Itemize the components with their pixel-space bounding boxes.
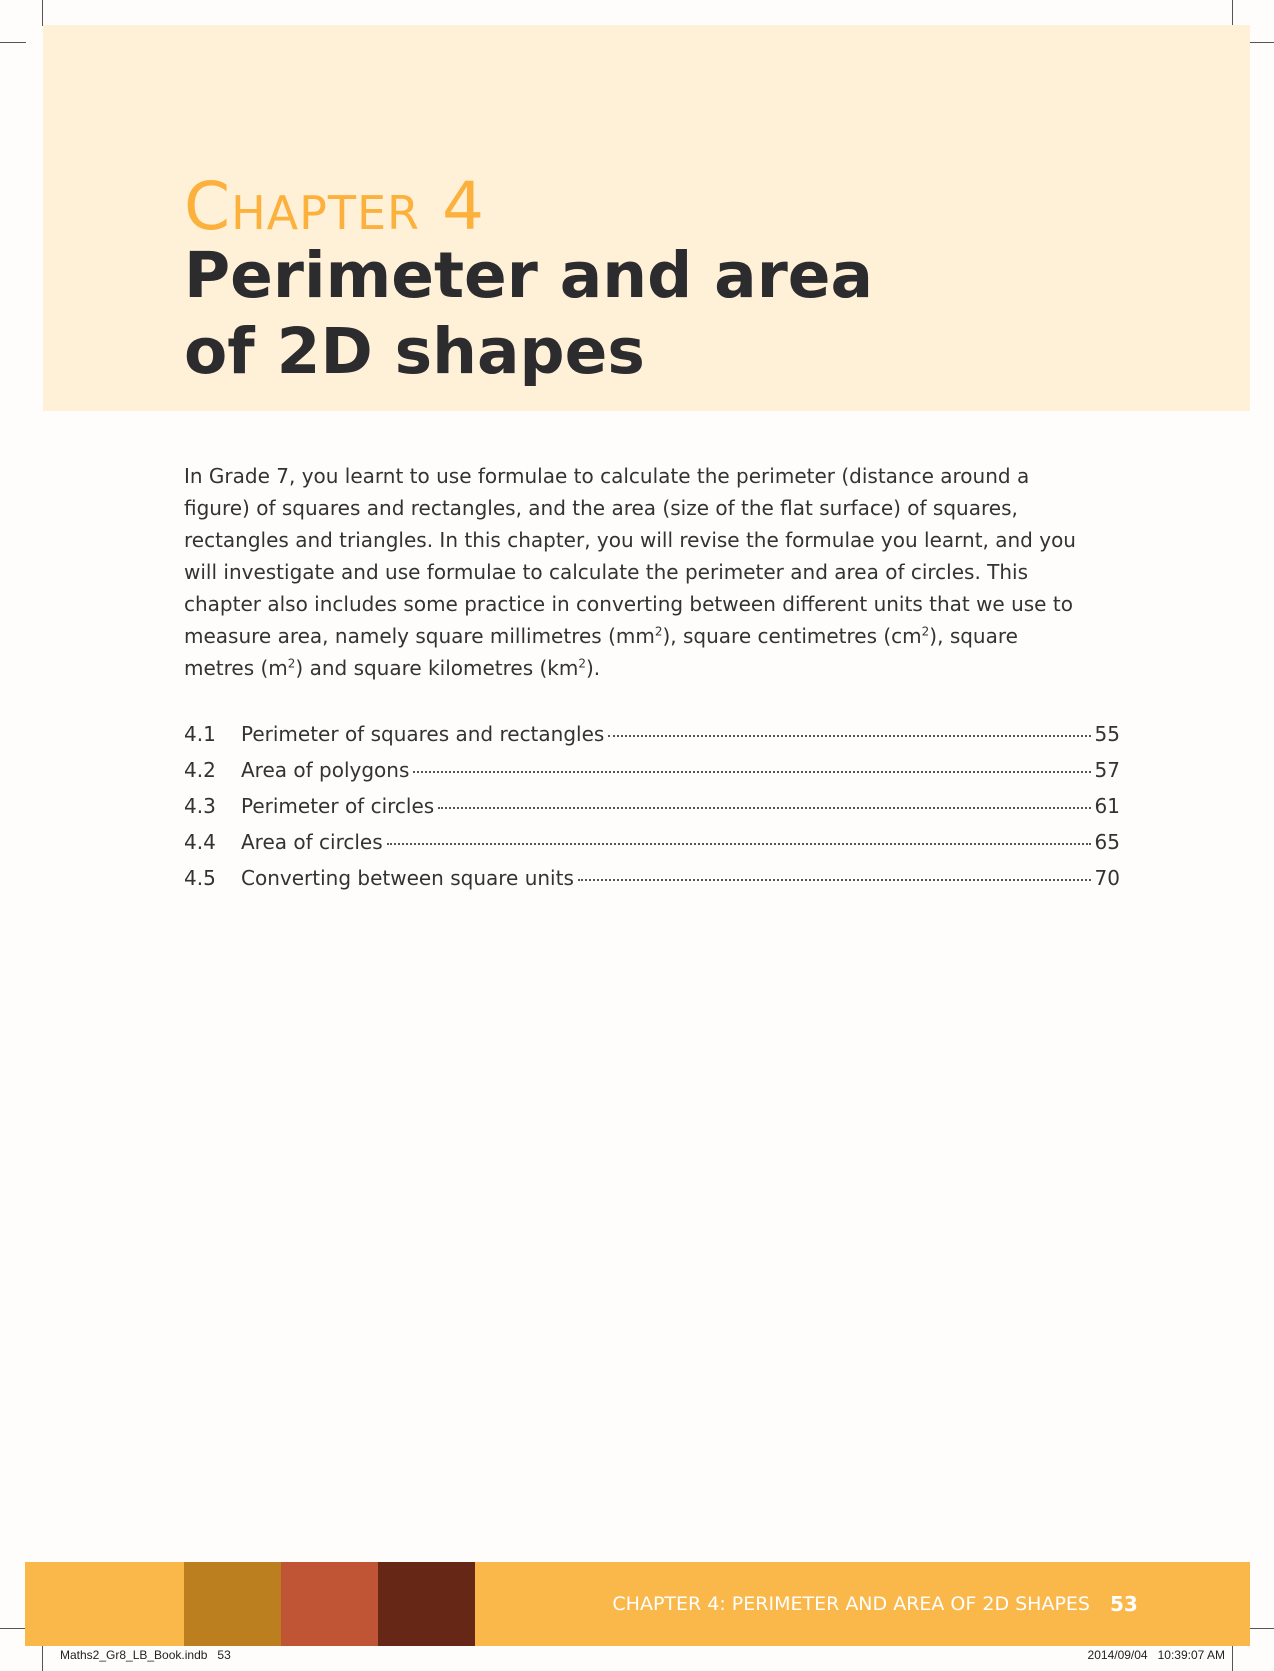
toc-section-number: 4.3 bbox=[184, 794, 216, 818]
table-of-contents: 4.1 Perimeter of squares and rectangles … bbox=[184, 722, 1120, 902]
page-number: 53 bbox=[1110, 1592, 1138, 1616]
intro-text: ), square metres (m bbox=[184, 624, 1025, 680]
toc-section-title: Area of polygons bbox=[241, 758, 410, 782]
chapter-title-line: Perimeter and area bbox=[184, 239, 874, 312]
intro-text: In Grade 7, you learnt to use formulae t… bbox=[184, 464, 1083, 648]
toc-leader-dots bbox=[386, 843, 1091, 845]
footer-band: CHAPTER 4: PERIMETER AND AREA OF 2D SHAP… bbox=[25, 1562, 1250, 1646]
crop-mark bbox=[42, 0, 43, 26]
toc-page-number: 65 bbox=[1094, 830, 1120, 854]
chapter-label: Chapter 4 bbox=[184, 168, 485, 245]
toc-leader-dots bbox=[577, 879, 1091, 881]
chapter-title: Perimeter and area of 2D shapes bbox=[184, 238, 1084, 390]
superscript: 2 bbox=[578, 656, 586, 671]
intro-text: ). bbox=[586, 656, 601, 680]
superscript: 2 bbox=[287, 656, 296, 671]
intro-text: ) and square kilometres (km bbox=[295, 656, 579, 680]
toc-entry[interactable]: 4.5 Converting between square units 70 bbox=[184, 866, 1120, 902]
toc-page-number: 70 bbox=[1094, 866, 1120, 890]
toc-page-number: 55 bbox=[1094, 722, 1120, 746]
toc-page-number: 57 bbox=[1094, 758, 1120, 782]
toc-entry[interactable]: 4.3 Perimeter of circles 61 bbox=[184, 794, 1120, 830]
toc-section-number: 4.1 bbox=[184, 722, 216, 746]
crop-mark bbox=[0, 42, 26, 43]
toc-section-number: 4.4 bbox=[184, 830, 216, 854]
color-swatch bbox=[281, 1562, 378, 1646]
toc-leader-dots bbox=[438, 807, 1091, 809]
superscript: 2 bbox=[921, 624, 930, 639]
print-slug-filename: Maths2_Gr8_LB_Book.indb 53 bbox=[60, 1648, 231, 1662]
toc-section-title: Perimeter of squares and rectangles bbox=[241, 722, 605, 746]
intro-paragraph: In Grade 7, you learnt to use formulae t… bbox=[184, 460, 1084, 684]
color-swatch bbox=[378, 1562, 475, 1646]
intro-text: ), square centimetres (cm bbox=[662, 624, 922, 648]
crop-mark bbox=[1248, 42, 1274, 43]
toc-leader-dots bbox=[608, 735, 1091, 737]
toc-section-number: 4.5 bbox=[184, 866, 216, 890]
toc-page-number: 61 bbox=[1094, 794, 1120, 818]
running-head: CHAPTER 4: PERIMETER AND AREA OF 2D SHAP… bbox=[612, 1593, 1090, 1615]
toc-entry[interactable]: 4.1 Perimeter of squares and rectangles … bbox=[184, 722, 1120, 758]
toc-section-title: Perimeter of circles bbox=[241, 794, 435, 818]
toc-section-title: Converting between square units bbox=[241, 866, 574, 890]
crop-mark bbox=[1232, 0, 1233, 26]
toc-section-title: Area of circles bbox=[241, 830, 383, 854]
crop-mark bbox=[1248, 1628, 1274, 1629]
chapter-title-line: of 2D shapes bbox=[184, 315, 645, 388]
superscript: 2 bbox=[654, 624, 663, 639]
crop-mark bbox=[0, 1628, 26, 1629]
crop-mark bbox=[1232, 1645, 1233, 1671]
toc-leader-dots bbox=[413, 771, 1091, 773]
crop-mark bbox=[42, 1645, 43, 1671]
toc-entry[interactable]: 4.2 Area of polygons 57 bbox=[184, 758, 1120, 794]
print-slug-timestamp: 2014/09/04 10:39:07 AM bbox=[1087, 1648, 1225, 1662]
color-swatch bbox=[184, 1562, 281, 1646]
chapter-header-band bbox=[43, 25, 1250, 411]
toc-entry[interactable]: 4.4 Area of circles 65 bbox=[184, 830, 1120, 866]
toc-section-number: 4.2 bbox=[184, 758, 216, 782]
